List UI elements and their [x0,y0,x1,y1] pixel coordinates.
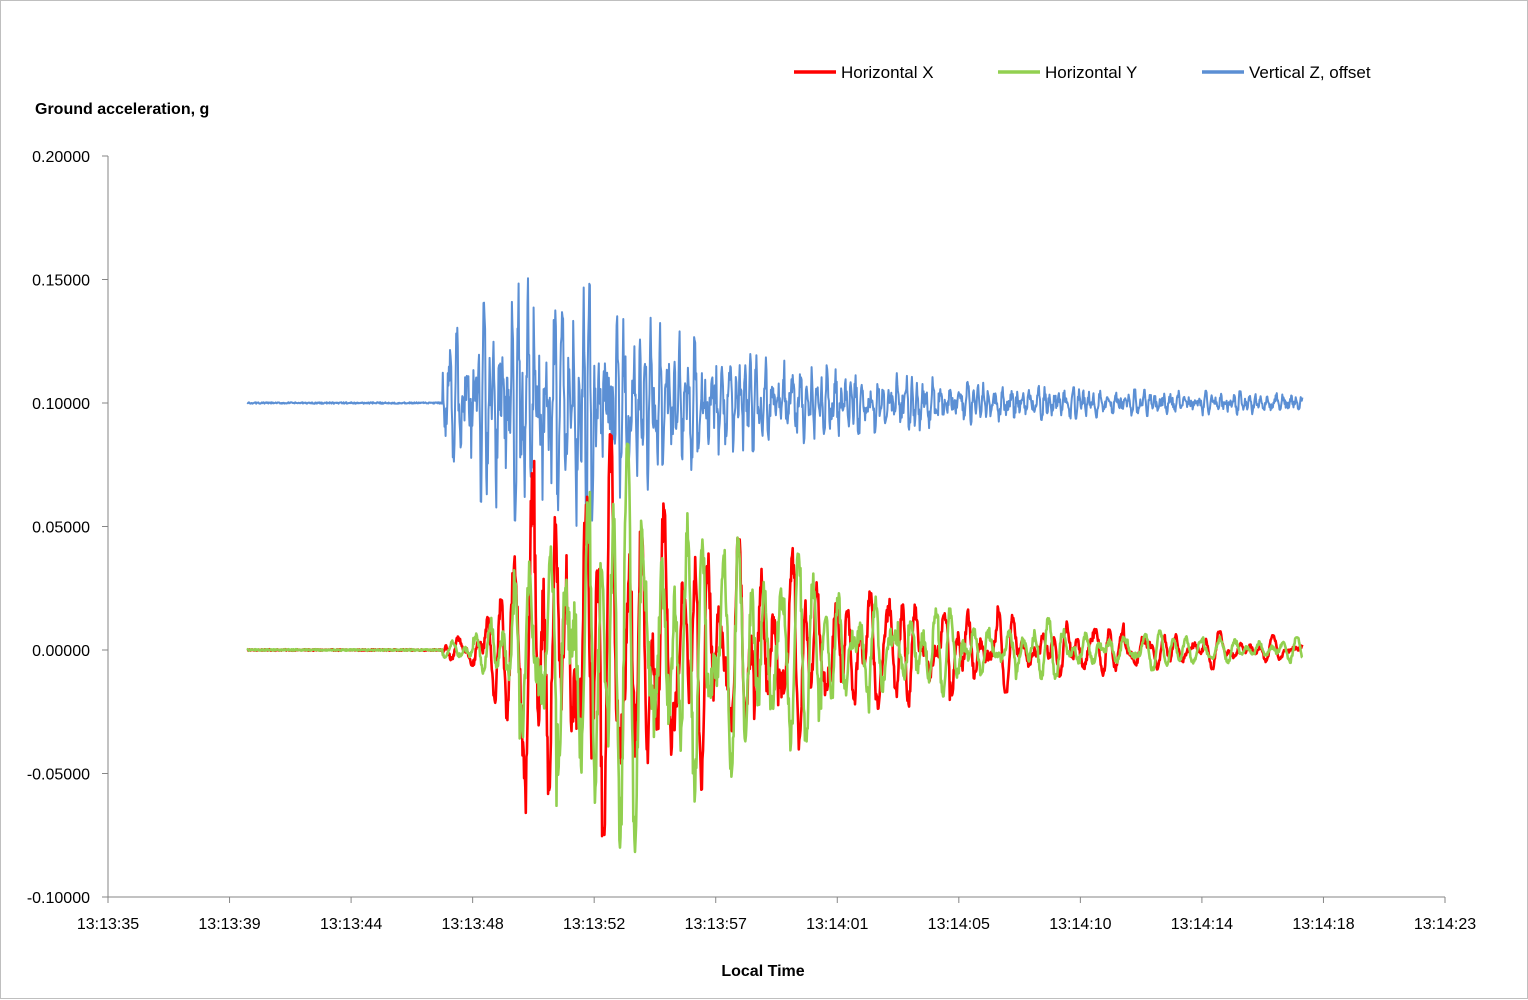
x-tick-label: 13:14:05 [928,916,990,933]
x-tick-label: 13:13:52 [563,916,625,933]
legend-item-vertical-z: Vertical Z, offset [1202,63,1371,82]
x-tick-label: 13:13:35 [77,916,139,933]
x-tick-label: 13:13:57 [685,916,747,933]
legend-label-vertical-z: Vertical Z, offset [1249,63,1371,82]
x-axis-title: Local Time [721,963,804,980]
y-tick-label: -0.10000 [27,890,90,907]
x-tick-label: 13:14:01 [806,916,868,933]
x-ticks: 13:13:35 13:13:39 13:13:44 13:13:48 13:13:52… [77,897,1476,933]
legend-label-horizontal-y: Horizontal Y [1045,63,1137,82]
x-tick-label: 13:14:10 [1049,916,1111,933]
x-tick-label: 13:13:48 [441,916,503,933]
plot-lines [246,277,1304,854]
x-tick-label: 13:14:14 [1171,916,1233,933]
y-tick-label: 0.20000 [32,149,90,166]
x-tick-label: 13:14:18 [1292,916,1354,933]
y-tick-label: 0.10000 [32,396,90,413]
y-ticks: 0.20000 0.15000 0.10000 0.05000 0.00000 -0.05… [27,149,108,907]
y-axis-title: Ground acceleration, g [35,101,209,118]
legend: Horizontal X Horizontal Y Vertical Z, of… [794,63,1371,82]
legend-label-horizontal-x: Horizontal X [841,63,934,82]
x-tick-label: 13:14:23 [1414,916,1476,933]
legend-item-horizontal-x: Horizontal X [794,63,934,82]
y-tick-label: 0.05000 [32,520,90,537]
y-tick-label: 0.00000 [32,643,90,660]
x-tick-label: 13:13:44 [320,916,382,933]
y-tick-label: -0.05000 [27,767,90,784]
legend-item-horizontal-y: Horizontal Y [998,63,1137,82]
y-tick-label: 0.15000 [32,273,90,290]
axes [107,156,1445,898]
x-tick-label: 13:13:39 [198,916,260,933]
series-line-horizontal-y [246,442,1304,854]
series-line-vertical-z-offset [246,277,1304,527]
